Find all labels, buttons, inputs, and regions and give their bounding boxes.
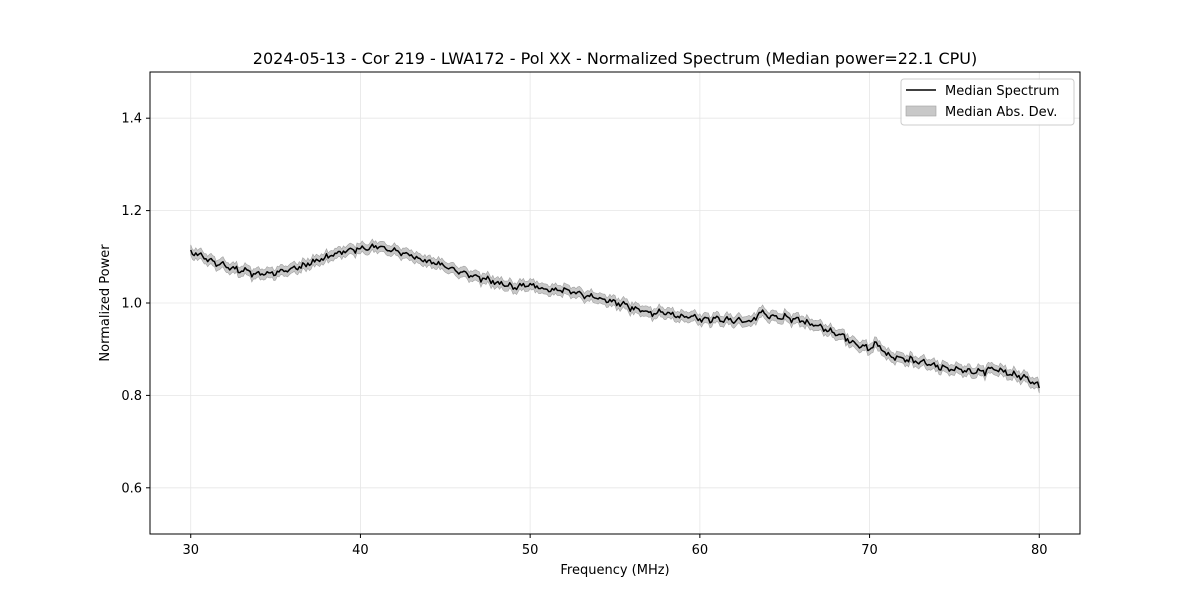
x-tick-label: 60: [692, 543, 709, 558]
x-tick-label: 50: [522, 543, 539, 558]
chart-title: 2024-05-13 - Cor 219 - LWA172 - Pol XX -…: [253, 49, 977, 68]
legend: Median Spectrum Median Abs. Dev.: [900, 78, 1075, 126]
x-axis-ticks: 30 40 50 60 70 80: [182, 534, 1048, 558]
y-tick-label: 0.8: [121, 389, 142, 404]
legend-band-swatch: [905, 105, 937, 117]
median-abs-dev-band: [190, 238, 1040, 394]
legend-box: [900, 78, 1075, 126]
x-tick-label: 40: [352, 543, 369, 558]
legend-label-median-abs-dev: Median Abs. Dev.: [945, 105, 1057, 120]
y-axis-ticks: 0.6 0.8 1.0 1.2 1.4: [121, 112, 150, 496]
x-tick-label: 30: [182, 543, 199, 558]
x-axis-label: Frequency (MHz): [560, 563, 669, 578]
x-tick-label: 70: [861, 543, 878, 558]
x-tick-label: 80: [1031, 543, 1048, 558]
y-tick-label: 1.2: [121, 204, 142, 219]
y-axis-label: Normalized Power: [98, 244, 113, 362]
legend-label-median-spectrum: Median Spectrum: [945, 84, 1059, 99]
y-tick-label: 1.4: [121, 112, 142, 127]
median-spectrum-line: [190, 243, 1040, 389]
y-tick-label: 1.0: [121, 297, 142, 312]
y-tick-label: 0.6: [121, 481, 142, 496]
